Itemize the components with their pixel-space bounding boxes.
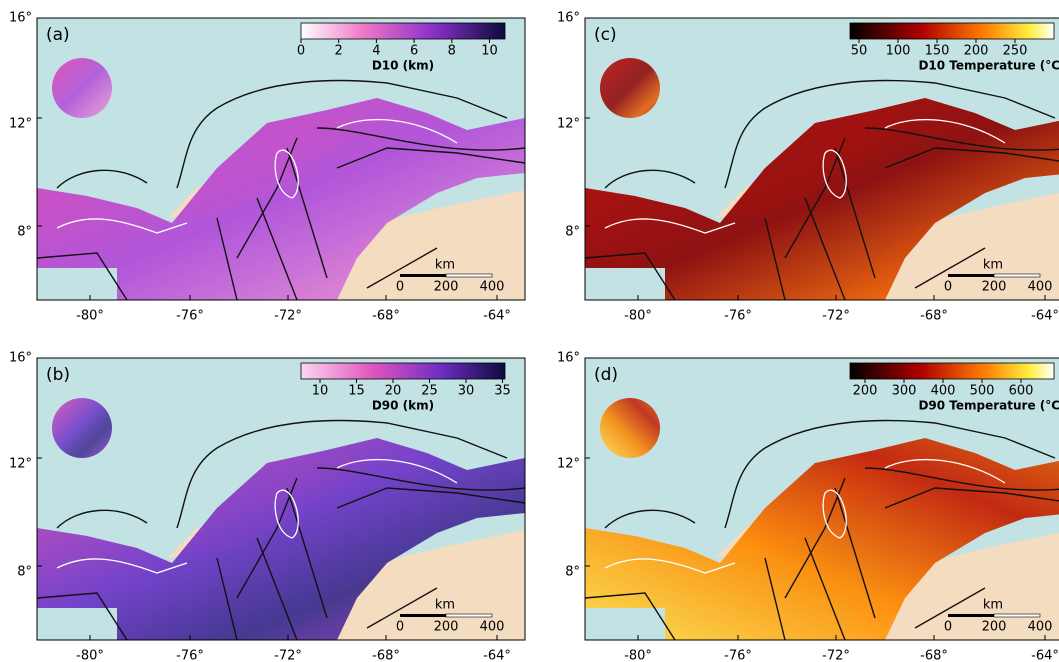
colorbar <box>301 363 505 379</box>
lon-tick-label: -64° <box>1031 309 1059 324</box>
colorbar-title: D90 (km) <box>372 399 434 413</box>
colorbar-tick-label: 20 <box>385 384 402 399</box>
colorbar-tick-label: 0 <box>297 44 305 59</box>
scale-tick-label: 400 <box>1028 620 1053 635</box>
map-panel: (a) 0 2 4 6 8 10 D10 (km) km 0 200 400 16° 12° 8° -80° -… <box>9 11 525 324</box>
colorbar-tick-label: 50 <box>851 44 868 59</box>
scale-bar <box>948 614 994 617</box>
scale-tick-label: 0 <box>944 620 952 635</box>
data-field <box>52 58 112 118</box>
colorbar-tick-label: 2 <box>335 44 343 59</box>
colorbar-tick-label: 10 <box>312 384 329 399</box>
lat-tick-label: 8° <box>17 565 32 580</box>
colorbar-tick-label: 300 <box>892 384 917 399</box>
lon-tick-label: -72° <box>822 309 850 324</box>
scale-unit: km <box>435 598 455 613</box>
scale-unit: km <box>983 598 1003 613</box>
scale-tick-label: 400 <box>1028 280 1053 295</box>
colorbar-tick-label: 500 <box>970 384 995 399</box>
colorbar-title: D10 Temperature (°C) <box>918 59 1059 73</box>
colorbar <box>850 23 1054 39</box>
panel-label: (b) <box>46 365 70 385</box>
data-field <box>600 398 660 458</box>
scale-tick-label: 400 <box>480 620 505 635</box>
lat-tick-label: 12° <box>9 457 32 472</box>
scale-bar <box>994 614 1040 617</box>
colorbar-tick-label: 15 <box>348 384 365 399</box>
lon-tick-label: -76° <box>724 309 752 324</box>
scale-bar <box>400 614 446 617</box>
colorbar-tick-label: 200 <box>853 384 878 399</box>
lon-tick-label: -68° <box>920 309 948 324</box>
panel-label: (d) <box>594 365 618 385</box>
scale-tick-label: 0 <box>944 280 952 295</box>
lon-tick-label: -76° <box>176 649 204 662</box>
scale-unit: km <box>983 258 1003 273</box>
lon-tick-label: -64° <box>483 649 511 662</box>
scale-unit: km <box>435 258 455 273</box>
scale-tick-label: 400 <box>480 280 505 295</box>
colorbar-tick-label: 200 <box>964 44 989 59</box>
lat-tick-label: 16° <box>9 351 32 366</box>
lat-tick-label: 12° <box>557 457 580 472</box>
colorbar-tick-label: 600 <box>1009 384 1034 399</box>
lon-tick-label: -68° <box>372 309 400 324</box>
lon-tick-label: -72° <box>822 649 850 662</box>
colorbar-tick-label: 6 <box>410 44 418 59</box>
data-field <box>600 58 660 118</box>
panel-label: (c) <box>594 25 617 45</box>
colorbar <box>850 363 1054 379</box>
lon-tick-label: -80° <box>76 309 104 324</box>
lon-tick-label: -76° <box>724 649 752 662</box>
scale-tick-label: 200 <box>982 620 1007 635</box>
lat-tick-label: 16° <box>557 351 580 366</box>
lon-tick-label: -80° <box>76 649 104 662</box>
lon-tick-label: -72° <box>274 309 302 324</box>
lat-tick-label: 8° <box>565 565 580 580</box>
panel-label: (a) <box>46 25 70 45</box>
scale-tick-label: 200 <box>982 280 1007 295</box>
figure: (a)0246810D10 (km)km020040016°12°8°-80°-… <box>0 0 1059 662</box>
lon-tick-label: -72° <box>274 649 302 662</box>
scale-bar <box>400 274 446 277</box>
colorbar-tick-label: 25 <box>421 384 438 399</box>
lat-tick-label: 16° <box>9 11 32 26</box>
lat-tick-label: 8° <box>17 225 32 240</box>
lon-tick-label: -80° <box>624 649 652 662</box>
colorbar-tick-label: 250 <box>1003 44 1028 59</box>
lat-tick-label: 12° <box>557 117 580 132</box>
scale-bar <box>446 614 492 617</box>
colorbar-title: D10 (km) <box>372 59 434 73</box>
colorbar-tick-label: 30 <box>458 384 475 399</box>
colorbar-tick-label: 400 <box>931 384 956 399</box>
lat-tick-label: 8° <box>565 225 580 240</box>
colorbar-tick-label: 10 <box>481 44 498 59</box>
lon-tick-label: -76° <box>176 309 204 324</box>
map-panel: (b) 10 15 20 25 30 35 D90 (km) km 0 200 400 16° 12° 8°… <box>9 351 525 662</box>
data-field <box>52 398 112 458</box>
scale-tick-label: 200 <box>434 280 459 295</box>
lon-tick-label: -68° <box>920 649 948 662</box>
lon-tick-label: -64° <box>483 309 511 324</box>
lat-tick-label: 16° <box>557 11 580 26</box>
scale-tick-label: 0 <box>396 620 404 635</box>
colorbar-tick-label: 150 <box>925 44 950 59</box>
colorbar-tick-label: 35 <box>494 384 511 399</box>
lon-tick-label: -64° <box>1031 649 1059 662</box>
colorbar <box>301 23 505 39</box>
scale-tick-label: 0 <box>396 280 404 295</box>
lon-tick-label: -80° <box>624 309 652 324</box>
scale-bar <box>948 274 994 277</box>
scale-tick-label: 200 <box>434 620 459 635</box>
colorbar-title: D90 Temperature (°C) <box>918 399 1059 413</box>
scale-bar <box>994 274 1040 277</box>
scale-bar <box>446 274 492 277</box>
lat-tick-label: 12° <box>9 117 32 132</box>
colorbar-tick-label: 100 <box>886 44 911 59</box>
colorbar-tick-label: 4 <box>372 44 380 59</box>
colorbar-tick-label: 8 <box>448 44 456 59</box>
lon-tick-label: -68° <box>372 649 400 662</box>
